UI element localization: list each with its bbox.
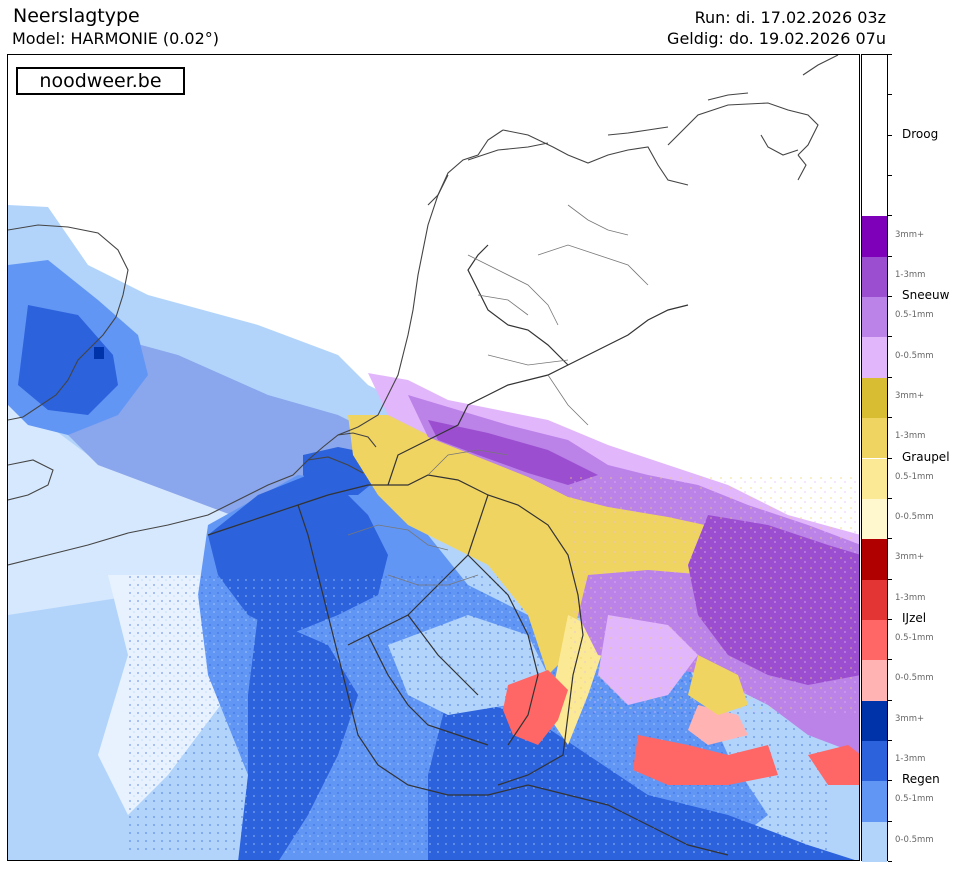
legend-swatch <box>862 579 887 620</box>
snow-heavy <box>428 420 598 485</box>
legend-tick <box>888 336 892 338</box>
legend-intensity-label: 0.5-1mm <box>895 633 934 644</box>
legend-tick <box>888 861 892 862</box>
legend-swatch <box>862 700 887 741</box>
legend-tick <box>888 417 892 419</box>
valid-label: Geldig: do. 19.02.2026 07u <box>667 29 886 48</box>
legend-category-label: Regen <box>902 772 940 787</box>
graupel-south-patch <box>688 655 748 715</box>
legend-intensity-label: 0.5-1mm <box>895 310 934 321</box>
legend-swatch <box>862 619 887 661</box>
legend-intensity-label: 0-0.5mm <box>895 673 934 684</box>
legend-intensity-label: 3mm+ <box>895 390 925 401</box>
legend-swatch <box>862 418 887 459</box>
legend-intensity-label: 0-0.5mm <box>895 350 934 361</box>
legend-intensity-label: 3mm+ <box>895 229 925 240</box>
legend-intensity-label: 1-3mm <box>895 431 926 442</box>
freezing-rain-patch-2 <box>633 735 778 785</box>
site-logo: noodweer.be <box>16 67 185 95</box>
legend-intensity-label: 3mm+ <box>895 552 925 563</box>
rain-heavy-west <box>18 305 118 415</box>
legend-tick <box>888 578 892 580</box>
legend-swatch <box>862 821 887 862</box>
freezing-rain-patch <box>503 670 568 745</box>
map-canvas <box>8 55 859 860</box>
precipitation-type-map: noodweer.be <box>7 54 860 861</box>
run-label: Run: di. 17.02.2026 03z <box>694 8 886 27</box>
legend-tick <box>888 497 892 499</box>
legend-tick <box>888 296 892 298</box>
legend-tick <box>888 215 892 217</box>
legend-intensity-label: 0.5-1mm <box>895 471 934 482</box>
legend-tick <box>888 739 892 741</box>
legend-swatch <box>862 297 887 338</box>
legend-tick <box>888 780 892 782</box>
legend-tick <box>888 255 892 257</box>
legend-tick <box>888 659 892 661</box>
legend-tick <box>888 618 892 620</box>
freezing-rain-patch-3 <box>808 745 859 785</box>
legend-label-dry: Droog <box>902 126 939 141</box>
legend-colorbar <box>861 54 888 862</box>
legend-tick <box>888 820 892 822</box>
model-label: Model: HARMONIE (0.02°) <box>12 29 219 48</box>
chart-title: Neerslagtype <box>13 5 140 27</box>
legend-tick <box>888 134 892 136</box>
legend-swatch <box>862 740 887 782</box>
legend-swatch <box>862 337 887 378</box>
legend-intensity-label: 3mm+ <box>895 713 925 724</box>
legend-intensity-label: 1-3mm <box>895 269 926 280</box>
borders <box>207 244 729 856</box>
province-lines <box>347 204 649 586</box>
legend-intensity-label: 0.5-1mm <box>895 794 934 805</box>
legend-swatch <box>862 539 887 580</box>
legend-swatch <box>862 458 887 499</box>
legend-swatch <box>862 377 887 419</box>
legend-dry-swatch <box>862 55 887 217</box>
legend-swatch <box>862 216 887 257</box>
legend-intensity-label: 0-0.5mm <box>895 834 934 845</box>
freezing-rain-light <box>688 705 748 745</box>
rain-intense-spot <box>94 347 104 359</box>
legend-intensity-label: 1-3mm <box>895 592 926 603</box>
legend-tick <box>888 376 892 378</box>
coastlines <box>8 55 839 566</box>
legend-intensity-label: 0-0.5mm <box>895 512 934 523</box>
legend-swatch <box>862 256 887 298</box>
legend-swatch <box>862 660 887 701</box>
legend-tick <box>888 175 892 177</box>
legend-tick <box>888 699 892 701</box>
legend-tick <box>888 94 892 96</box>
legend-swatch <box>862 498 887 540</box>
legend-tick <box>888 54 892 55</box>
legend-category-label: IJzel <box>902 610 927 625</box>
legend-category-label: Graupel <box>902 449 950 464</box>
legend-category-label: Sneeuw <box>902 288 950 303</box>
legend-tick <box>888 538 892 540</box>
legend-swatch <box>862 781 887 822</box>
legend-intensity-label: 1-3mm <box>895 754 926 765</box>
legend-tick <box>888 457 892 459</box>
